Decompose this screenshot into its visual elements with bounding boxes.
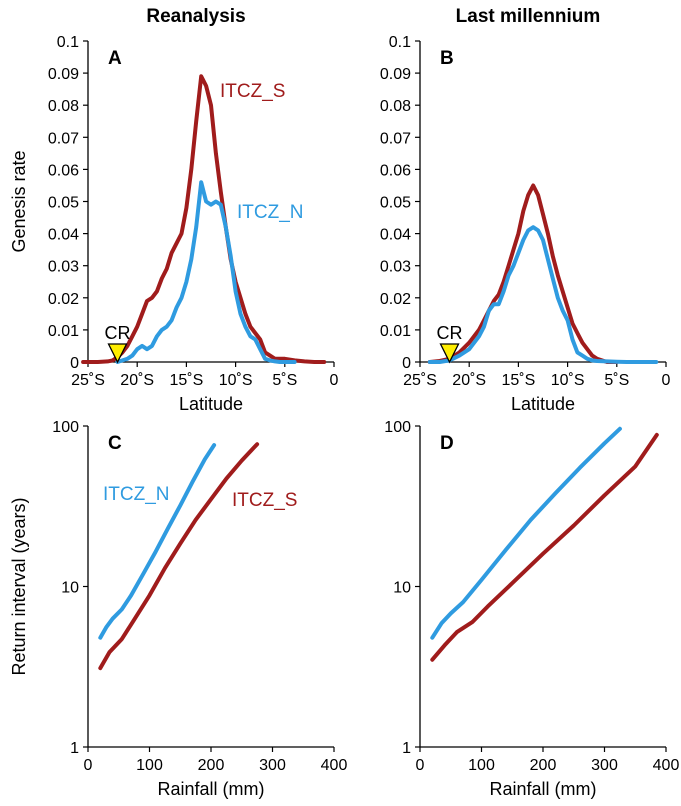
cr-marker-label: CR (105, 323, 131, 343)
panel-label: B (440, 48, 454, 69)
x-tick-label: 25˚S (403, 372, 437, 389)
x-tick-label: 200 (198, 757, 225, 774)
x-tick-label: 400 (321, 757, 348, 774)
x-tick-label: 15˚S (170, 372, 204, 389)
series-line-itcz-n (115, 180, 297, 364)
series-label-itcz-n: ITCZ_N (103, 484, 170, 505)
series-line-itcz-n (98, 443, 217, 640)
y-tick-label: 0 (402, 355, 411, 372)
column-title-last-millennium: Last millennium (456, 6, 601, 27)
y-tick-label: 100 (384, 419, 411, 436)
y-tick-label: 0.1 (57, 34, 79, 51)
y-tick-label: 10 (61, 580, 79, 597)
y-tick-label: 0.07 (48, 130, 79, 147)
column-title-reanalysis: Reanalysis (146, 6, 245, 27)
y-tick-label: 0.04 (380, 227, 411, 244)
y-tick-label: 1 (70, 740, 79, 757)
y-tick-label: 0.05 (48, 195, 79, 212)
x-tick-label: 10˚S (551, 372, 585, 389)
x-axis-label: Rainfall (mm) (489, 779, 596, 799)
x-tick-label: 0 (662, 372, 671, 389)
series-label-itcz-n: ITCZ_N (237, 202, 304, 223)
series-line-itcz-s (430, 432, 659, 662)
y-tick-label: 0.01 (48, 323, 79, 340)
panel-A: 0 0.01 0.02 0.03 0.04 0.05 0.06 0.07 0.08 0.09 0.1… (9, 34, 339, 414)
y-tick-label: 0.03 (380, 259, 411, 276)
x-tick-label: 15˚S (502, 372, 536, 389)
x-tick-label: 0 (416, 757, 425, 774)
y-tick-label: 0.02 (48, 291, 79, 308)
y-tick-label: 0.01 (380, 323, 411, 340)
series-line-itcz-s (81, 74, 327, 364)
y-tick-label: 1 (402, 740, 411, 757)
x-tick-label: 20˚S (120, 372, 154, 389)
cr-marker-label: CR (437, 323, 463, 343)
series-line-itcz-n (427, 225, 659, 364)
panel-label: D (440, 433, 454, 454)
y-tick-label: 0.09 (48, 66, 79, 83)
y-tick-label: 0.07 (380, 130, 411, 147)
cr-marker-triangle (107, 343, 128, 364)
panel-label: A (108, 48, 122, 69)
y-axis-label: Genesis rate (9, 150, 29, 252)
x-axis-label: Rainfall (mm) (157, 779, 264, 799)
y-tick-label: 0.03 (48, 259, 79, 276)
y-tick-label: 0.06 (48, 162, 79, 179)
x-tick-label: 10˚S (219, 372, 253, 389)
x-axis-label: Latitude (511, 394, 575, 414)
series-label-itcz-s: ITCZ_S (232, 490, 297, 511)
panel-B: 0 0.01 0.02 0.03 0.04 0.05 0.06 0.07 0.08 0.09 0.1… (380, 34, 671, 414)
panel-label: C (108, 433, 122, 454)
x-tick-label: 100 (468, 757, 495, 774)
x-tick-label: 400 (653, 757, 680, 774)
y-tick-label: 100 (52, 419, 79, 436)
x-tick-label: 5˚S (272, 372, 297, 389)
panel-C: 1 10 100 0 100 200 300 400 Rainfall (mm) Return i… (9, 419, 347, 799)
x-tick-label: 20˚S (452, 372, 486, 389)
y-tick-label: 0 (70, 355, 79, 372)
cr-marker-triangle (439, 343, 460, 364)
y-tick-label: 0.08 (380, 98, 411, 115)
y-tick-label: 0.09 (380, 66, 411, 83)
y-axis-label: Return interval (years) (9, 497, 29, 675)
series-line-itcz-s (98, 442, 260, 671)
series-label-itcz-s: ITCZ_S (220, 81, 285, 102)
x-tick-label: 300 (591, 757, 618, 774)
y-tick-label: 0.06 (380, 162, 411, 179)
x-tick-label: 0 (84, 757, 93, 774)
y-tick-label: 0.05 (380, 195, 411, 212)
x-tick-label: 300 (259, 757, 286, 774)
x-tick-label: 0 (330, 372, 339, 389)
y-tick-label: 0.1 (389, 34, 411, 51)
series-line-itcz-n (430, 426, 622, 640)
y-tick-label: 0.08 (48, 98, 79, 115)
x-tick-label: 200 (530, 757, 557, 774)
x-tick-label: 5˚S (604, 372, 629, 389)
series-line-itcz-s (427, 183, 619, 364)
x-tick-label: 25˚S (71, 372, 105, 389)
y-tick-label: 0.04 (48, 227, 79, 244)
x-tick-label: 100 (136, 757, 163, 774)
x-axis-label: Latitude (179, 394, 243, 414)
y-tick-label: 10 (393, 580, 411, 597)
panel-D: 1 10 100 0 100 200 300 400 Rainfall (mm) D (384, 419, 679, 799)
y-tick-label: 0.02 (380, 291, 411, 308)
